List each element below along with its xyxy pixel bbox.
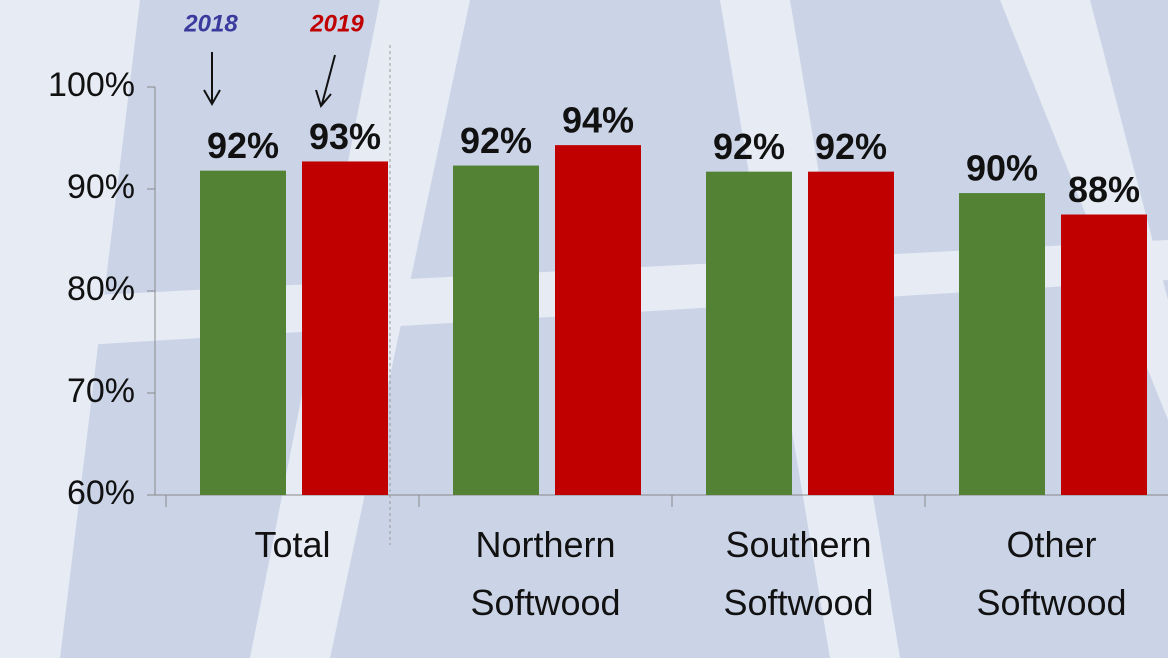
x-tick-label: Northern Softwood xyxy=(470,524,621,623)
value-label: 92% xyxy=(460,120,532,161)
bar xyxy=(1061,214,1147,495)
bar xyxy=(302,161,388,495)
bar xyxy=(706,171,792,495)
y-tick-label: 60% xyxy=(67,474,135,512)
value-label: 88% xyxy=(1068,169,1140,210)
value-label: 93% xyxy=(309,116,381,157)
bar xyxy=(555,145,641,495)
bar xyxy=(808,171,894,495)
y-tick-label: 80% xyxy=(67,270,135,308)
y-tick-label: 70% xyxy=(67,372,135,410)
y-tick-label: 100% xyxy=(48,66,135,104)
value-label: 92% xyxy=(713,126,785,167)
legend-label: 2018 xyxy=(183,10,238,37)
y-tick-label: 90% xyxy=(67,168,135,206)
value-label: 94% xyxy=(562,100,634,141)
value-label: 92% xyxy=(207,125,279,166)
bar xyxy=(959,193,1045,495)
bar xyxy=(453,165,539,496)
value-label: 90% xyxy=(966,148,1038,189)
legend-label: 2019 xyxy=(309,10,364,37)
arrow xyxy=(315,54,336,109)
x-tick-label: Total xyxy=(254,524,331,565)
x-tick-label: Southern Softwood xyxy=(723,524,874,623)
arrow xyxy=(203,52,221,107)
value-label: 92% xyxy=(815,126,887,167)
x-tick-label: Other Softwood xyxy=(976,524,1127,623)
bar xyxy=(200,170,286,495)
